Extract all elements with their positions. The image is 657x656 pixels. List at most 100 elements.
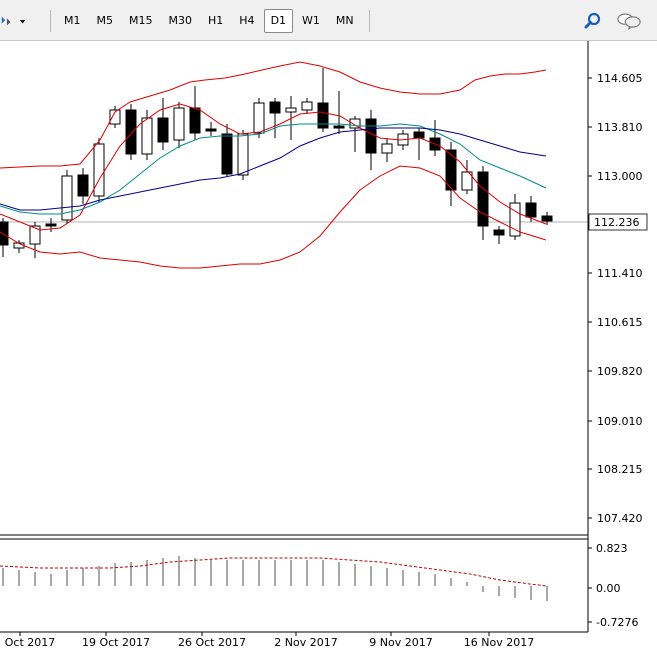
current-price-box: [588, 213, 648, 231]
toolbar-separator: [50, 10, 51, 32]
candle-body: [125, 109, 137, 155]
date-label: 26 Oct 2017: [178, 636, 246, 649]
price-tick-label: 108.215: [597, 463, 643, 476]
toolbar-separator: [368, 10, 370, 32]
date-label: 2 Nov 2017: [274, 636, 337, 649]
tf-h1-button[interactable]: H1: [208, 14, 224, 27]
candle-body: [205, 128, 217, 132]
candle-body: [525, 202, 537, 218]
bear-candle: [45, 218, 57, 232]
candle-body: [0, 221, 9, 246]
date-label: Oct 2017: [5, 636, 56, 649]
candle-body: [157, 117, 169, 143]
indicator-tick-label: -0.7276: [596, 616, 638, 629]
search-icon[interactable]: [580, 9, 606, 33]
candle-body: [413, 131, 425, 139]
tf-m30-button[interactable]: M30: [168, 14, 193, 27]
bear-candle: [157, 98, 169, 150]
bull-candle: [141, 110, 153, 160]
tf-h4-button[interactable]: H4: [239, 14, 255, 27]
indicator-pane: [0, 556, 548, 601]
tf-w1-button[interactable]: W1: [302, 14, 320, 27]
candle-body: [77, 174, 89, 197]
bull-candle: [301, 98, 313, 114]
bull-candle: [109, 106, 121, 128]
bear-candle: [445, 142, 457, 206]
candle-body: [333, 125, 345, 129]
bull-candle: [349, 116, 361, 152]
ma-fast-line: [0, 123, 547, 215]
crosshair-dropdown-icon[interactable]: [0, 9, 26, 33]
tf-m15-button[interactable]: M15: [129, 14, 153, 27]
bear-candle: [317, 68, 329, 132]
bear-candle: [0, 218, 9, 257]
price-chart[interactable]: 114.605 113.810 113.000 112.236 111.410 110.6…: [0, 41, 657, 653]
timeframe-toolbar: M1 M5 M15 M30 H1 H4 D1 W1 MN: [0, 0, 657, 41]
price-tick-label: 109.010: [597, 415, 643, 428]
chart-area[interactable]: 114.605 113.810 113.000 112.236 111.410 110.6…: [0, 41, 657, 653]
bull-candle: [509, 194, 521, 240]
price-tick-label: 107.420: [597, 512, 643, 525]
candle-body: [141, 117, 153, 155]
chart-axes: 114.605 113.810 113.000 112.236 111.410 110.6…: [0, 41, 648, 649]
candle-body: [477, 171, 489, 227]
candle-body: [221, 133, 233, 175]
main-price-pane: [0, 61, 588, 269]
candle-body: [285, 107, 297, 113]
tf-d1-button[interactable]: D1: [263, 9, 294, 33]
candle-body: [493, 229, 505, 236]
bollinger-middle-line: [0, 103, 547, 231]
bear-candle: [541, 212, 553, 225]
tf-m5-button[interactable]: M5: [96, 14, 114, 27]
candle-body: [253, 102, 265, 134]
tf-m1-button[interactable]: M1: [64, 14, 81, 27]
bull-candle: [173, 102, 185, 148]
bear-candle: [221, 124, 233, 176]
timeframe-group: M1 M5 M15 M30 H1 H4 D1 W1 MN: [44, 9, 376, 33]
candle-body: [237, 133, 249, 176]
price-tick-label: 113.810: [597, 121, 643, 134]
candle-body: [45, 223, 57, 227]
indicator-tick-label: 0.00: [596, 582, 621, 595]
price-tick-label: 111.410: [597, 267, 643, 280]
candle-body: [461, 171, 473, 191]
candle-body: [317, 102, 329, 129]
candle-body: [109, 109, 121, 125]
bull-candle: [253, 98, 265, 138]
date-label: 19 Oct 2017: [82, 636, 150, 649]
candle-body: [93, 143, 105, 197]
candle-body: [365, 118, 377, 154]
bull-candle: [381, 138, 393, 162]
candle-body: [349, 118, 361, 129]
candle-body: [445, 149, 457, 191]
tf-mn-button[interactable]: MN: [335, 14, 354, 27]
candle-body: [29, 225, 41, 245]
candle-body: [61, 175, 73, 221]
candle-body: [301, 101, 313, 111]
bear-candle: [205, 122, 217, 136]
candle-body: [509, 202, 521, 237]
bear-candle: [269, 98, 281, 138]
bear-candle: [477, 166, 489, 240]
bull-candle: [61, 170, 73, 224]
oscillator-histogram: [2, 556, 548, 601]
bear-candle: [333, 91, 345, 134]
price-tick-label: 113.000: [597, 170, 643, 183]
oscillator-signal-line: [0, 557, 548, 587]
candle-body: [381, 143, 393, 154]
bear-candle: [77, 168, 89, 204]
price-tick-label: 109.820: [597, 365, 643, 378]
current-price-label: 112.236: [594, 216, 640, 229]
price-tick-label: 114.605: [597, 72, 643, 85]
bull-candle: [461, 160, 473, 194]
candle-body: [189, 107, 201, 134]
bear-candle: [525, 196, 537, 222]
ma-slow-line: [0, 127, 547, 211]
chat-icon[interactable]: [616, 9, 642, 33]
bear-candle: [125, 104, 137, 160]
candles-group: [0, 68, 553, 258]
bollinger-lower-line: [0, 165, 547, 269]
candle-body: [173, 107, 185, 141]
bear-candle: [493, 226, 505, 244]
candle-body: [541, 215, 553, 222]
